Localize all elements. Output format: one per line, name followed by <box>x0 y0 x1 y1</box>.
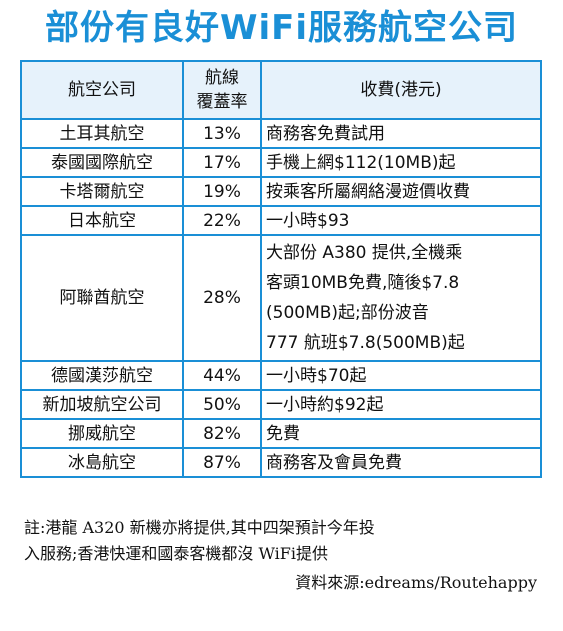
fee-line: 客頭10MB免費,隨後$7.8 <box>266 273 460 293</box>
fee-value: 商務客及會員免費 <box>260 447 542 478</box>
coverage-value: 82% <box>182 418 262 449</box>
table-row: 卡塔爾航空 19% 按乘客所屬網絡漫遊價收費 <box>20 176 542 207</box>
fee-value: 一小時$70起 <box>260 360 542 391</box>
coverage-value: 44% <box>182 360 262 391</box>
airline-name: 阿聯酋航空 <box>20 234 184 362</box>
airline-wifi-table: 航空公司 航線 覆蓋率 收費(港元) 土耳其航空 13% 商務客免費試用 泰國國… <box>20 60 542 478</box>
coverage-value: 19% <box>182 176 262 207</box>
fee-value: 手機上網$112(10MB)起 <box>260 147 542 178</box>
fee-value: 免費 <box>260 418 542 449</box>
table-row: 冰島航空 87% 商務客及會員免費 <box>20 447 542 478</box>
footnote-line-1: 註:港龍 A320 新機亦將提供,其中四架預計今年投 <box>24 518 375 537</box>
fee-value: 按乘客所屬網絡漫遊價收費 <box>260 176 542 207</box>
table-row: 新加坡航空公司 50% 一小時約$92起 <box>20 389 542 420</box>
header-coverage-line1: 航線 <box>205 68 239 88</box>
fee-value: 商務客免費試用 <box>260 118 542 149</box>
coverage-value: 22% <box>182 205 262 236</box>
airline-name: 土耳其航空 <box>20 118 184 149</box>
header-coverage: 航線 覆蓋率 <box>182 60 262 120</box>
table-row: 德國漢莎航空 44% 一小時$70起 <box>20 360 542 391</box>
airline-name: 德國漢莎航空 <box>20 360 184 391</box>
airline-name: 卡塔爾航空 <box>20 176 184 207</box>
page-title: 部份有良好WiFi服務航空公司 <box>44 8 519 48</box>
table-row: 泰國國際航空 17% 手機上網$112(10MB)起 <box>20 147 542 178</box>
coverage-value: 87% <box>182 447 262 478</box>
coverage-value: 50% <box>182 389 262 420</box>
fee-value: 大部份 A380 提供,全機乘 客頭10MB免費,隨後$7.8 (500MB)起… <box>260 234 542 362</box>
table-row: 挪威航空 82% 免費 <box>20 418 542 449</box>
fee-value: 一小時$93 <box>260 205 542 236</box>
airline-name: 挪威航空 <box>20 418 184 449</box>
footnote-line-2: 入服務;香港快運和國泰客機都沒 WiFi提供 <box>24 544 328 563</box>
coverage-value: 13% <box>182 118 262 149</box>
table-row: 土耳其航空 13% 商務客免費試用 <box>20 118 542 149</box>
airline-name: 新加坡航空公司 <box>20 389 184 420</box>
header-airline: 航空公司 <box>20 60 184 120</box>
header-coverage-line2: 覆蓋率 <box>196 92 248 112</box>
table-row: 日本航空 22% 一小時$93 <box>20 205 542 236</box>
coverage-value: 28% <box>182 234 262 362</box>
table-row: 阿聯酋航空 28% 大部份 A380 提供,全機乘 客頭10MB免費,隨後$7.… <box>20 234 542 362</box>
airline-name: 泰國國際航空 <box>20 147 184 178</box>
airline-name: 日本航空 <box>20 205 184 236</box>
fee-value: 一小時約$92起 <box>260 389 542 420</box>
fee-line: 777 航班$7.8(500MB)起 <box>266 333 465 353</box>
fee-line: 大部份 A380 提供,全機乘 <box>266 243 463 263</box>
source-credit: 資料來源:edreams/Routehappy <box>295 573 537 592</box>
coverage-value: 17% <box>182 147 262 178</box>
airline-name: 冰島航空 <box>20 447 184 478</box>
fee-line: (500MB)起;部份波音 <box>266 303 429 323</box>
header-fee: 收費(港元) <box>260 60 542 120</box>
